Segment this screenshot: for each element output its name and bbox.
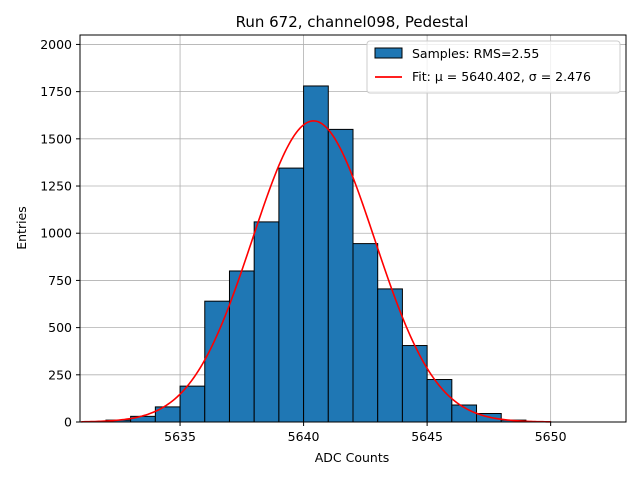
y-tick-label: 2000 — [40, 37, 72, 52]
histogram-bar — [377, 288, 403, 423]
x-tick-label: 5635 — [164, 429, 196, 444]
legend-fit-label: Fit: μ = 5640.402, σ = 2.476 — [412, 69, 591, 84]
y-tick-label: 1000 — [40, 226, 72, 241]
y-tick-label: 1750 — [40, 84, 72, 99]
legend-samples-swatch — [374, 47, 403, 59]
y-tick-label: 250 — [48, 367, 72, 382]
x-tick-label: 5645 — [411, 429, 443, 444]
x-axis-ticks: 5635 5640 5645 5650 — [164, 422, 567, 444]
histogram-bar — [303, 85, 329, 423]
x-tick-label: 5640 — [288, 429, 320, 444]
y-axis-ticks: 0 250 500 750 1000 1250 1500 1750 2000 — [40, 37, 80, 430]
y-tick-label: 1500 — [40, 131, 72, 146]
x-axis-label: ADC Counts — [315, 450, 390, 465]
histogram-bar — [401, 345, 428, 423]
histogram-bar — [327, 128, 354, 423]
y-tick-label: 500 — [48, 320, 72, 335]
histogram-bar — [204, 300, 230, 423]
histogram-bar — [352, 243, 379, 423]
y-axis-label: Entries — [14, 206, 29, 250]
fit-curve-group — [81, 120, 551, 423]
legend: Samples: RMS=2.55 Fit: μ = 5640.402, σ =… — [366, 40, 621, 94]
histogram-bar — [278, 167, 305, 423]
plot-frame — [79, 34, 627, 423]
x-tick-label: 5650 — [535, 429, 567, 444]
y-tick-label: 0 — [64, 415, 72, 430]
y-tick-label: 1250 — [40, 179, 72, 194]
fit-curve — [81, 120, 551, 423]
legend-samples-label: Samples: RMS=2.55 — [412, 46, 539, 61]
legend-box — [366, 40, 621, 94]
histogram-bar — [179, 385, 206, 423]
chart-title: Run 672, channel098, Pedestal — [236, 13, 469, 31]
histogram-bar — [253, 221, 280, 423]
y-tick-label: 750 — [48, 273, 72, 288]
histogram-bars — [105, 85, 552, 423]
